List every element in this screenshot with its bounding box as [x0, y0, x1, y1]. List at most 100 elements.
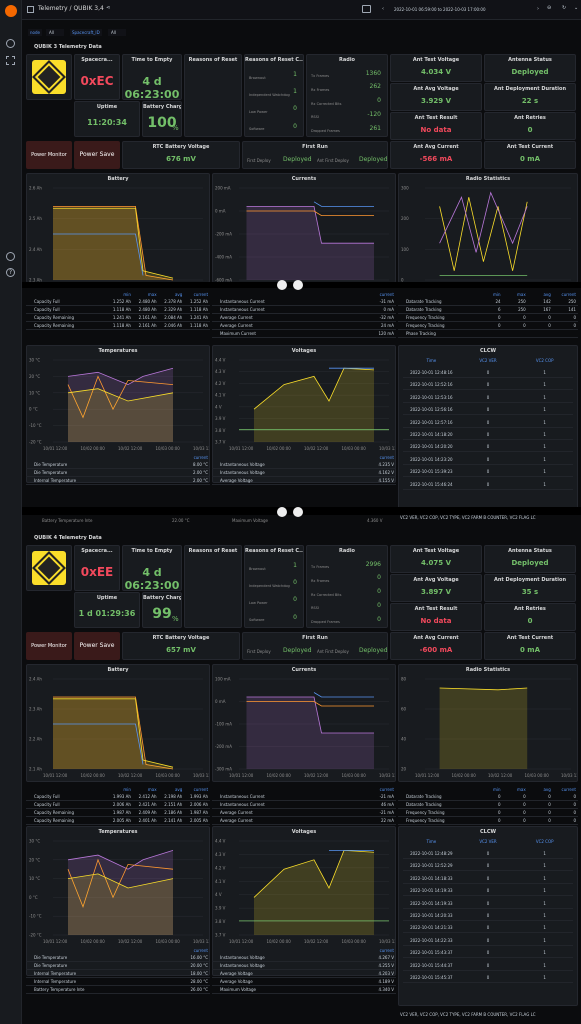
radio-stats-legend-header-cell[interactable]: min — [493, 786, 501, 792]
clcw-row[interactable]: 2022-10-01 12:56:16 0 1 — [403, 405, 573, 416]
clcw-header-cell[interactable]: Time — [426, 839, 437, 844]
battery-legend-header-cell[interactable]: max — [147, 786, 157, 792]
voltages-legend-row[interactable]: Instantaneous Voltage 4.267 V — [212, 954, 396, 962]
clcw-row[interactable]: 2022-10-01 14:18:33 0 1 — [403, 874, 573, 884]
radio-stats-legend-row[interactable]: Datarate Tracking 0 0 0 0 — [398, 793, 578, 801]
clcw-row[interactable]: 2022-10-01 12:52:16 0 1 — [403, 380, 573, 391]
temperatures-legend-header-cell[interactable]: current — [193, 947, 208, 953]
currents-legend-row[interactable]: Average Current 24 mA — [212, 322, 396, 330]
clcw-header-cell[interactable]: VC2 VER — [479, 358, 497, 363]
clcw-row[interactable]: 2022-10-01 15:46:24 0 1 — [403, 480, 573, 490]
clcw-row[interactable]: 2022-10-01 15:39:23 0 1 — [403, 467, 573, 478]
voltages-legend-row[interactable]: Instantaneous Voltage 4.255 V — [212, 962, 396, 970]
temperatures-legend-row[interactable]: Internal Temperature 18.00 °C — [26, 970, 210, 978]
battery-legend-header-cell[interactable]: current — [193, 786, 209, 792]
radio-stats-legend-row[interactable]: Frequency Tracking 0 0 0 0 — [398, 322, 578, 330]
time-forward-icon[interactable]: › — [537, 6, 539, 12]
voltages-legend-header-cell[interactable]: current — [379, 947, 394, 953]
clcw-row[interactable]: 2022-10-01 12:57:16 0 1 — [403, 418, 573, 428]
refresh-interval-chevron-icon[interactable]: ⌄ — [574, 5, 579, 11]
voltages-legend-row[interactable]: Average Voltage 4.203 V — [212, 970, 396, 978]
battery-legend-row[interactable]: Capacity Full 1.993 Ah 2.412 Ah 2.198 Ah 1.9… — [26, 793, 210, 801]
currents-legend-row[interactable]: Instantaneous Current -21 mA — [212, 793, 396, 801]
voltages-chart-plot[interactable]: 4.4 V4.3 V4.2 V4.1 V4 V3.9 V3.8 V3.7 V10… — [213, 837, 395, 947]
radio-stats-legend-row[interactable]: Frequency Tracking 0 0 0 0 — [398, 817, 578, 825]
temperatures-legend-header-cell[interactable]: current — [193, 454, 208, 460]
voltages-chart-plot[interactable]: 4.4 V4.3 V4.2 V4.1 V4 V3.9 V3.8 V3.7 V10… — [213, 356, 395, 454]
battery-legend-row[interactable]: Capacity Remaining 1.987 Ah 2.409 Ah 2.186 … — [26, 809, 210, 817]
radio-stats-legend-row[interactable]: Datarate Tracking 0 0 0 0 — [398, 801, 578, 809]
time-range-picker[interactable]: 2022-10-01 06:59:00 to 2022-10-03 17:00:… — [394, 7, 486, 12]
zoom-out-icon[interactable]: ⊖ — [547, 5, 552, 11]
voltages-legend-row[interactable]: Instantaneous Voltage 4.162 V — [212, 469, 396, 477]
grafana-logo[interactable] — [5, 5, 17, 17]
clcw-row[interactable]: 2022-10-01 12:48:16 0 1 — [403, 368, 573, 378]
battery-legend-header-cell[interactable]: avg — [174, 786, 183, 792]
temperatures-legend-row[interactable]: Die Temperature 20.00 °C — [26, 962, 210, 970]
currents-legend-row[interactable]: Average Current -21 mA — [212, 809, 396, 817]
battery-legend-row[interactable]: Capacity Full 1.252 Ah 2.480 Ah 2.378 Ah 1.2… — [26, 298, 210, 306]
currents-legend-row[interactable]: Average Current -32 mA — [212, 314, 396, 322]
clcw-header-cell[interactable]: Time — [426, 358, 437, 363]
temperatures-legend-row[interactable]: Internal Temperature 2.00 °C — [26, 477, 210, 485]
temperatures-legend-row[interactable]: Battery Temperature Inte 26.00 °C — [26, 986, 210, 994]
clcw-row[interactable]: 2022-10-01 12:52:29 0 1 — [403, 861, 573, 872]
power-monitor-button[interactable]: Power Monitor — [26, 141, 72, 169]
voltages-legend-row[interactable]: Maximum Voltage 4.340 V — [212, 986, 396, 994]
radio-stats-legend-header-cell[interactable]: max — [516, 786, 526, 792]
currents-legend-row[interactable]: Instantaneous Current 0 mA — [212, 306, 396, 314]
radio-stats-legend-row[interactable]: Datarate Tracking 6 250 167 141 — [398, 306, 578, 314]
temperatures-chart-plot[interactable]: 30 °C 20 °C 10 °C 0 °C -10 °C -20 °C10/01 12:… — [27, 356, 209, 454]
radio-stats-legend-header-cell[interactable]: avg — [543, 291, 551, 297]
temperatures-legend-row[interactable]: Die Temperature 2.00 °C — [26, 469, 210, 477]
power-save-button[interactable]: Power Save — [74, 141, 120, 169]
clcw-header-cell[interactable]: VC2 VER — [479, 839, 497, 844]
battery-chart-plot[interactable]: 2.6 Ah 2.5 Ah 2.4 Ah 2.3 Ah — [27, 184, 209, 282]
clcw-row[interactable]: 2022-10-01 14:21:33 0 1 — [403, 923, 573, 934]
battery-legend-header-cell[interactable]: max — [147, 291, 157, 297]
battery-legend-row[interactable]: Capacity Full 1.118 Ah 2.480 Ah 2.329 Ah 1.1… — [26, 306, 210, 314]
refresh-icon[interactable]: ↻ — [562, 5, 567, 11]
clcw-row[interactable]: 2022-10-01 15:43:37 0 1 — [403, 948, 573, 959]
battery-legend-header-cell[interactable]: min — [123, 291, 131, 297]
spacecraft-variable-select[interactable]: All — [108, 29, 126, 36]
help-icon[interactable]: ? — [6, 268, 15, 277]
radio-stats-legend-row[interactable]: Datarate Tracking 24 250 142 250 — [398, 298, 578, 306]
currents-chart-plot[interactable]: 200 mA 0 mA -200 mA -400 mA -600 mA — [213, 184, 395, 282]
temperatures-legend-row[interactable]: Die Temperature 16.00 °C — [26, 954, 210, 962]
radio-stats-legend-header-cell[interactable]: current — [561, 786, 576, 792]
temperatures-legend-row[interactable]: Die Temperature 8.00 °C — [26, 461, 210, 469]
voltages-legend-row[interactable]: Instantaneous Voltage 4.235 V — [212, 461, 396, 469]
battery-legend-row[interactable]: Capacity Remaining 1.241 Ah 2.161 Ah 2.084 … — [26, 314, 210, 322]
currents-legend-row[interactable]: Maximum Current 120 mA — [212, 330, 396, 338]
clcw-row[interactable]: 2022-10-01 15:44:37 0 1 — [403, 961, 573, 971]
radio-stats-legend-header-cell[interactable]: avg — [543, 786, 551, 792]
temperatures-legend-row[interactable]: Internal Temperature 28.00 °C — [26, 978, 210, 986]
clcw-row[interactable]: 2022-10-01 14:19:33 0 1 — [403, 886, 573, 897]
radio-statistics-chart-plot[interactable]: 300 200 100 0 — [399, 184, 577, 282]
dashboards-icon[interactable] — [6, 56, 15, 65]
clcw-row[interactable]: 2022-10-01 15:45:37 0 1 — [403, 973, 573, 983]
clcw-row[interactable]: 2022-10-01 14:20:33 0 1 — [403, 911, 573, 921]
radio-stats-legend-header-cell[interactable]: max — [516, 291, 526, 297]
battery-legend-header-cell[interactable]: min — [123, 786, 131, 792]
clcw-row[interactable]: 2022-10-01 14:23:20 0 1 — [403, 455, 573, 465]
voltages-legend-row[interactable]: Average Voltage 4.189 V — [212, 978, 396, 986]
clcw-row[interactable]: 2022-10-01 12:53:16 0 1 — [403, 393, 573, 403]
clcw-row[interactable]: 2022-10-01 14:18:20 0 1 — [403, 430, 573, 440]
radio-stats-legend-header-cell[interactable]: min — [493, 291, 501, 297]
clcw-row[interactable]: 2022-10-01 12:48:29 0 1 — [403, 849, 573, 859]
radio-statistics-chart-plot[interactable]: 80 60 40 20 10/01 12:00 10/02 00:00 10/02 12:0… — [399, 675, 577, 781]
voltages-legend-header-cell[interactable]: current — [379, 454, 394, 460]
time-back-icon[interactable]: ‹ — [382, 6, 384, 12]
power-save-button[interactable]: Power Save — [74, 632, 120, 660]
battery-legend-header-cell[interactable]: current — [193, 291, 209, 297]
battery-legend-row[interactable]: Capacity Remaining 2.005 Ah 2.401 Ah 2.141 … — [26, 817, 210, 825]
battery-legend-row[interactable]: Capacity Remaining 1.118 Ah 2.161 Ah 2.046 … — [26, 322, 210, 330]
radio-stats-legend-row[interactable]: Phase Tracking — [398, 330, 578, 338]
power-monitor-button[interactable]: Power Monitor — [26, 632, 72, 660]
temperatures-chart-plot[interactable]: 30 °C 20 °C 10 °C 0 °C -10 °C -20 °C10/01 12:… — [27, 837, 209, 947]
node-variable-select[interactable]: All — [46, 29, 64, 36]
